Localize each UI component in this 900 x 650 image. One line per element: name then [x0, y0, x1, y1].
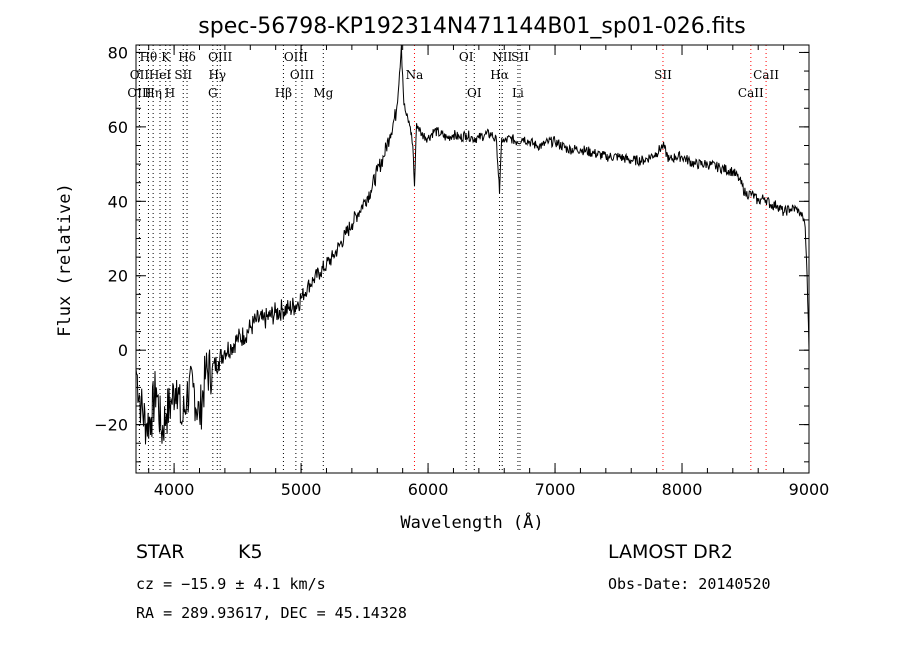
spectral-line-label: NII	[492, 50, 512, 64]
spectral-line-label: H	[165, 86, 175, 100]
spectral-line-label: OI	[459, 50, 474, 64]
object-subclass: K5	[238, 541, 263, 563]
spectral-line-label: OIII	[284, 50, 308, 64]
observation-date: Obs-Date: 20140520	[608, 575, 771, 593]
spectral-line-label: OIII	[290, 68, 314, 82]
spectral-line-label: OIII	[127, 86, 151, 100]
chart-title: spec-56798-KP192314N471144B01_sp01-026.f…	[198, 14, 745, 39]
spectral-line-label: OI	[467, 86, 482, 100]
y-tick-label: −20	[94, 416, 128, 435]
y-tick-label: 60	[108, 118, 128, 137]
spectral-line-label: OIII	[208, 50, 232, 64]
spectral-line-label: K	[161, 50, 171, 64]
spectral-line-label: CaII	[738, 86, 764, 100]
spectral-line-label: CaII	[753, 68, 779, 82]
spectral-line-label: HeI	[149, 68, 172, 82]
spectral-line-label: Hγ	[208, 68, 226, 82]
coordinates: RA = 289.93617, DEC = 45.14328	[136, 604, 407, 622]
x-tick-label: 7000	[535, 480, 576, 499]
spectral-line-label: SII	[511, 50, 529, 64]
spectral-line-label: SII	[174, 68, 192, 82]
x-tick-label: 5000	[281, 480, 322, 499]
spectral-line-label: Li	[512, 86, 524, 100]
spectrum-series-line	[135, 44, 810, 445]
spectral-line-label: Na	[406, 68, 424, 82]
spectral-line-label: Hβ	[275, 86, 292, 100]
spectral-line-label: OII	[130, 68, 150, 82]
x-tick-label: 9000	[789, 480, 830, 499]
spectral-line-label: SII	[654, 68, 672, 82]
survey-name: LAMOST DR2	[608, 541, 733, 563]
spectral-line-label: G	[208, 86, 218, 100]
x-tick-label: 8000	[662, 480, 703, 499]
spectral-line-label: Hη	[144, 86, 162, 100]
axis-ticks: 4000 5000 6000 7000 8000 9000 −20 0 20 40 60 80	[94, 43, 829, 499]
y-tick-label: 40	[108, 192, 128, 211]
y-tick-label: 0	[118, 341, 128, 360]
object-class: STAR	[136, 541, 185, 563]
spectral-line-label: Mg	[313, 86, 333, 100]
x-tick-label: 4000	[154, 480, 195, 499]
plot-frame	[135, 44, 810, 474]
y-axis-title: Flux (relative)	[55, 183, 75, 337]
y-tick-label: 80	[108, 43, 128, 62]
x-tick-label: 6000	[408, 480, 449, 499]
spectral-line-label: Hδ	[178, 50, 196, 64]
redshift-cz: cz = −15.9 ± 4.1 km/s	[136, 575, 326, 593]
x-axis-title: Wavelength (Å)	[400, 511, 543, 533]
spectral-line-label: Hα	[490, 68, 509, 82]
y-tick-label: 20	[108, 267, 128, 286]
